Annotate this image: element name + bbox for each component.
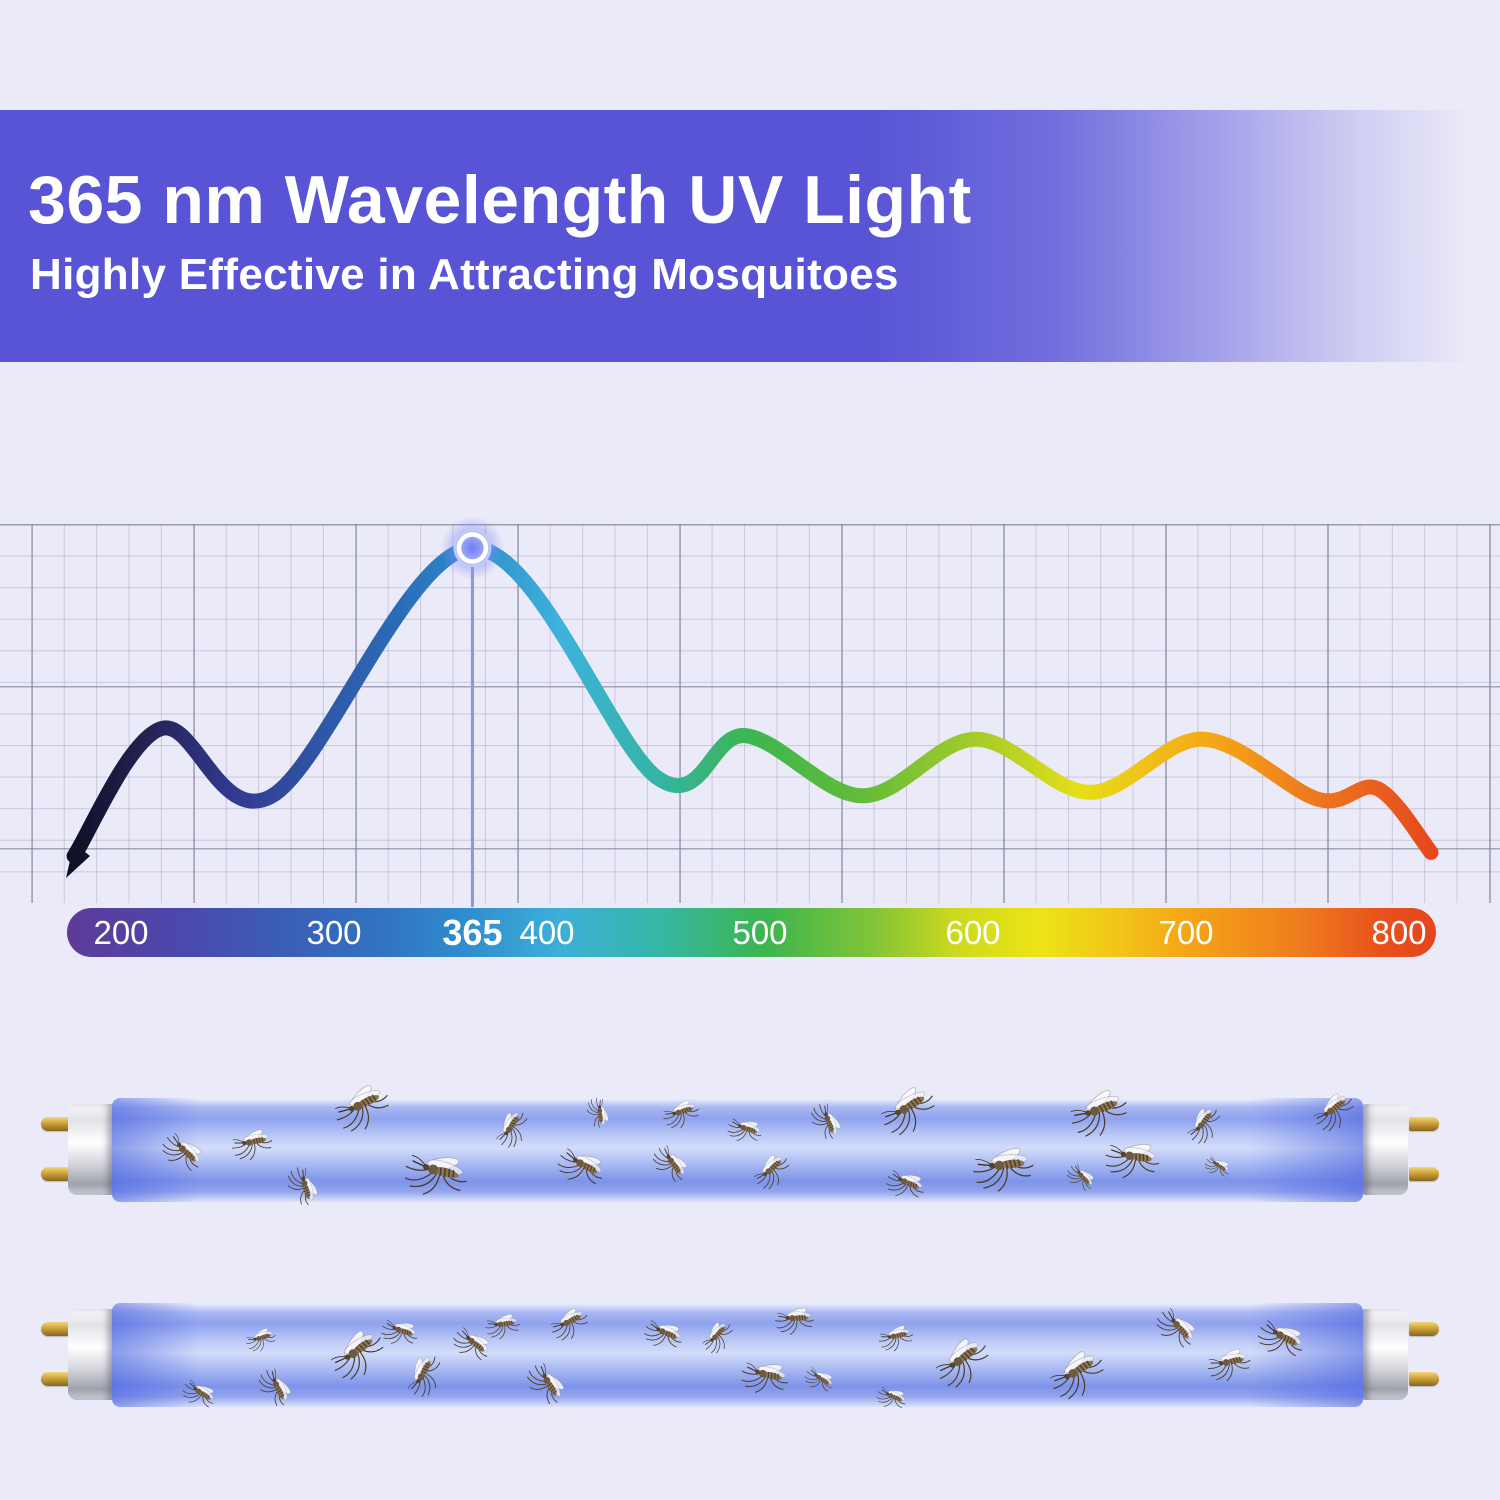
axis-label-800: 800: [1371, 914, 1427, 951]
tube2-end-cap-left: [68, 1309, 113, 1400]
tube2-end-cap-right: [1363, 1309, 1408, 1400]
tube1-pin-bottom-left: [41, 1167, 71, 1181]
tube2-pin-bottom-left: [41, 1372, 71, 1386]
axis-label-700: 700: [1158, 914, 1214, 951]
axis-label-600: 600: [945, 914, 1001, 951]
axis-label-300: 300: [306, 914, 362, 951]
wavelength-axis-bar: 200 300 365 400 500 600 700 800: [67, 908, 1436, 957]
tube1-pin-top-right: [1409, 1117, 1439, 1131]
axis-label-500: 500: [732, 914, 788, 951]
axis-label-365: 365: [442, 912, 503, 953]
tube1-end-cap-left: [68, 1104, 113, 1195]
tube1-end-cap-right: [1363, 1104, 1408, 1195]
tube1-glass-body: [112, 1098, 1363, 1202]
tube2-glass-body: [112, 1303, 1363, 1407]
tube1-pin-bottom-right: [1409, 1167, 1439, 1181]
chart-grid: [0, 524, 1500, 903]
page-title: 365 nm Wavelength UV Light: [28, 162, 972, 238]
tube1-pin-top-left: [41, 1117, 71, 1131]
page-subtitle: Highly Effective in Attracting Mosquitoe…: [30, 250, 899, 300]
axis-label-400: 400: [519, 914, 575, 951]
tube2-pin-top-left: [41, 1322, 71, 1336]
header-banner: 365 nm Wavelength UV Light Highly Effect…: [0, 110, 1500, 362]
tube2-pin-bottom-right: [1409, 1372, 1439, 1386]
tube2-pin-top-right: [1409, 1322, 1439, 1336]
axis-label-200: 200: [93, 914, 149, 951]
